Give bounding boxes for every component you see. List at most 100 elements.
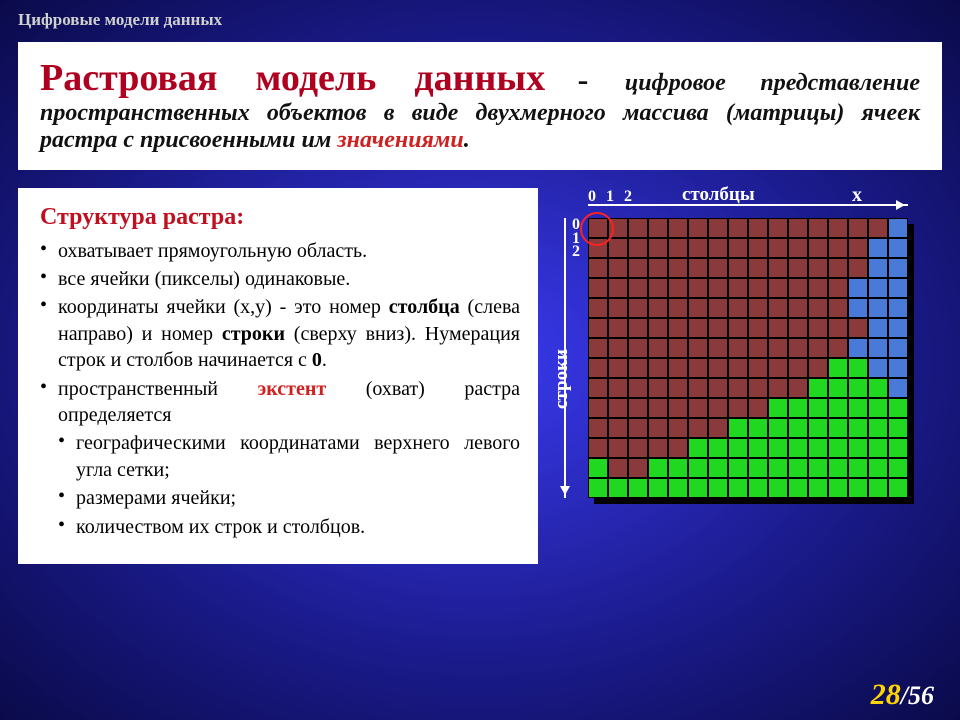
raster-cell [728, 278, 748, 298]
raster-cell [688, 278, 708, 298]
raster-cell [808, 318, 828, 338]
structure-sublist: географическими координатами верхнего ле… [58, 430, 520, 540]
raster-cell [808, 438, 828, 458]
raster-grid-wrap [588, 218, 908, 498]
structure-list: охватывает прямоугольную область. все яч… [40, 238, 520, 540]
raster-cell [788, 298, 808, 318]
raster-cell [608, 478, 628, 498]
raster-cell [728, 478, 748, 498]
raster-cell [648, 318, 668, 338]
raster-cell [688, 318, 708, 338]
raster-cell [828, 278, 848, 298]
raster-cell [648, 278, 668, 298]
raster-cell [828, 398, 848, 418]
definition-dash: - [578, 61, 625, 97]
raster-cell [708, 278, 728, 298]
raster-cell [728, 238, 748, 258]
raster-cell [688, 338, 708, 358]
raster-cell [768, 338, 788, 358]
raster-cell [748, 238, 768, 258]
raster-cell [648, 218, 668, 238]
raster-cell [648, 298, 668, 318]
x-axis-arrow-icon [588, 204, 908, 206]
raster-cell [588, 338, 608, 358]
raster-cell [808, 458, 828, 478]
raster-cell [608, 318, 628, 338]
definition-text-post: . [464, 127, 470, 153]
raster-cell [848, 378, 868, 398]
y-axis-var: y [528, 484, 538, 507]
definition-box: Растровая модель данных - цифровое предс… [18, 42, 942, 170]
raster-cell [688, 378, 708, 398]
raster-cell [588, 478, 608, 498]
raster-cell [668, 478, 688, 498]
raster-cell [888, 218, 908, 238]
structure-box: Структура растра: охватывает прямоугольн… [18, 188, 538, 564]
current-page: 28 [871, 678, 901, 711]
raster-cell [648, 438, 668, 458]
raster-cell [828, 338, 848, 358]
raster-cell [808, 258, 828, 278]
raster-cell [748, 338, 768, 358]
raster-cell [588, 418, 608, 438]
raster-cell [868, 478, 888, 498]
raster-cell [628, 438, 648, 458]
raster-cell [668, 438, 688, 458]
raster-cell [768, 398, 788, 418]
raster-cell [788, 278, 808, 298]
raster-grid [588, 218, 908, 498]
raster-cell [828, 258, 848, 278]
raster-cell [628, 258, 648, 278]
raster-cell [708, 298, 728, 318]
raster-cell [708, 258, 728, 278]
raster-cell [888, 318, 908, 338]
raster-cell [888, 258, 908, 278]
raster-cell [828, 458, 848, 478]
raster-cell [668, 258, 688, 278]
raster-cell [748, 218, 768, 238]
raster-cell [708, 418, 728, 438]
raster-cell [648, 258, 668, 278]
raster-cell [828, 318, 848, 338]
raster-cell [648, 398, 668, 418]
raster-cell [828, 418, 848, 438]
raster-cell [788, 238, 808, 258]
raster-cell [628, 238, 648, 258]
raster-cell [688, 418, 708, 438]
raster-cell [788, 358, 808, 378]
raster-cell [748, 358, 768, 378]
list-item: географическими координатами верхнего ле… [76, 430, 520, 483]
raster-cell [748, 278, 768, 298]
definition-term: Растровая модель данных [40, 57, 545, 99]
raster-cell [888, 278, 908, 298]
raster-cell [748, 478, 768, 498]
raster-cell [808, 218, 828, 238]
raster-cell [788, 438, 808, 458]
raster-cell [708, 398, 728, 418]
raster-cell [848, 218, 868, 238]
raster-cell [868, 398, 888, 418]
raster-cell [728, 358, 748, 378]
raster-cell [648, 358, 668, 378]
raster-cell [768, 238, 788, 258]
total-pages: 56 [908, 681, 934, 710]
raster-cell [668, 358, 688, 378]
raster-cell [848, 418, 868, 438]
raster-cell [848, 318, 868, 338]
raster-cell [628, 218, 648, 238]
raster-cell [868, 238, 888, 258]
structure-heading: Структура растра: [40, 202, 520, 234]
raster-cell [848, 278, 868, 298]
raster-cell [848, 298, 868, 318]
raster-cell [828, 438, 848, 458]
raster-cell [588, 438, 608, 458]
raster-cell [668, 318, 688, 338]
raster-cell [708, 478, 728, 498]
raster-cell [728, 218, 748, 238]
raster-cell [868, 298, 888, 318]
raster-cell [688, 358, 708, 378]
raster-cell [588, 398, 608, 418]
raster-cell [708, 218, 728, 238]
raster-cell [648, 418, 668, 438]
raster-cell [748, 398, 768, 418]
